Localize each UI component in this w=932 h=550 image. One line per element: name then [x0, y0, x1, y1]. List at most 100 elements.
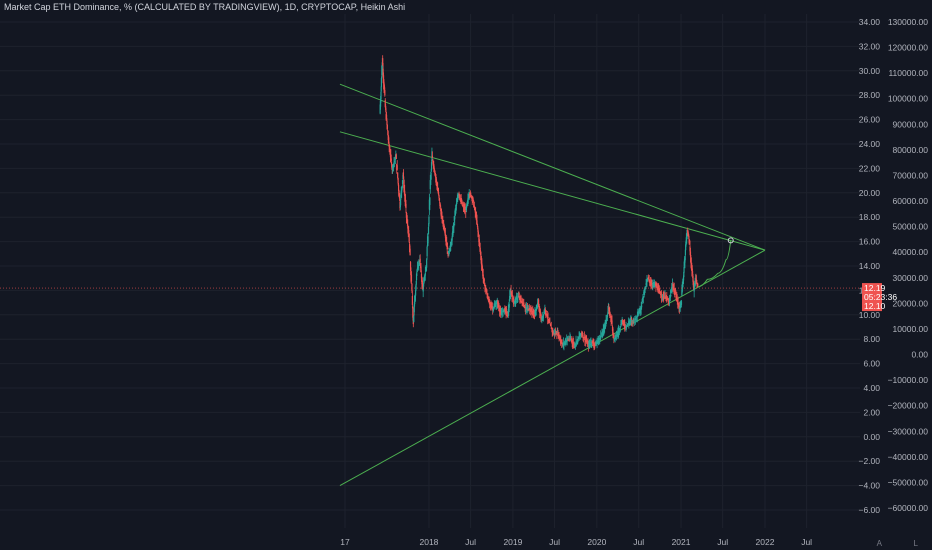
candle-body: [445, 239, 447, 243]
candle-body: [461, 202, 463, 205]
candle-body: [424, 272, 426, 276]
candle-body: [695, 279, 698, 282]
candle-body: [615, 334, 617, 336]
candle-body: [430, 177, 432, 185]
candle-body: [522, 303, 524, 305]
candle-body: [475, 215, 478, 219]
price-badge-box: [862, 283, 882, 312]
candle-body: [591, 342, 593, 344]
candle-body: [639, 310, 641, 312]
candle-body: [454, 209, 456, 214]
price-badge-value: 12.19: [864, 283, 886, 293]
log-scale-button[interactable]: L: [913, 539, 918, 548]
candle-body: [613, 334, 615, 338]
candle-body: [676, 298, 678, 300]
candle-body: [480, 256, 482, 261]
secondary-tick-label: −40000.00: [888, 452, 929, 462]
candle-body: [381, 65, 383, 76]
y-tick-label: −4.00: [858, 481, 880, 491]
candle-body: [612, 328, 614, 333]
candle-body: [503, 309, 505, 311]
candle-body: [654, 283, 657, 285]
candle-body: [570, 339, 572, 341]
candle-body: [561, 343, 563, 345]
candle-body: [424, 276, 426, 279]
candle-body: [666, 297, 668, 299]
candle-body: [529, 309, 532, 311]
candle-body: [684, 257, 686, 263]
candle-body: [533, 313, 535, 315]
candle-body: [393, 162, 395, 164]
candle-body: [460, 199, 462, 202]
candle-body: [610, 318, 613, 321]
candle-body: [682, 275, 685, 281]
candle-body: [644, 289, 646, 291]
candle-body: [688, 234, 690, 237]
candle-body: [586, 340, 588, 342]
candle-body: [447, 252, 449, 257]
candle-body: [427, 227, 430, 234]
secondary-tick-label: −10000.00: [888, 375, 929, 385]
x-tick-label: Jul: [801, 537, 812, 547]
candle-body: [583, 337, 586, 339]
candle-body: [392, 166, 394, 168]
candle-body: [663, 296, 665, 298]
candle-body: [383, 85, 385, 92]
candle-body: [379, 98, 382, 107]
candle-body: [580, 333, 582, 335]
candle-body: [557, 332, 559, 334]
candle-body: [677, 302, 679, 305]
secondary-tick-label: 120000.00: [888, 43, 928, 53]
candle-body: [422, 288, 424, 292]
candle-body: [562, 344, 564, 346]
candle-body: [412, 307, 414, 318]
candle-body: [664, 295, 666, 297]
candle-body: [609, 313, 611, 315]
candle-body: [625, 326, 628, 328]
candle-body: [391, 163, 393, 168]
candle-body: [426, 246, 428, 257]
candle-body: [484, 285, 486, 288]
candle-body: [660, 293, 662, 296]
candle-body: [626, 324, 629, 326]
candle-body: [421, 280, 423, 285]
candle-body: [605, 321, 607, 324]
candle-body: [422, 285, 424, 290]
candle-body: [622, 321, 625, 323]
candle-body: [469, 193, 472, 195]
candle-body: [461, 201, 463, 204]
candle-body: [482, 271, 484, 277]
candle-body: [602, 330, 604, 333]
candle-body: [425, 268, 427, 272]
candle-body: [464, 209, 466, 211]
candle-body: [541, 319, 543, 322]
candle-body: [646, 279, 649, 281]
candle-body: [595, 344, 597, 346]
auto-scale-button[interactable]: A: [876, 539, 882, 548]
candle-body: [466, 202, 468, 206]
candle-body: [652, 283, 654, 285]
candle-body: [686, 232, 688, 236]
candle-body: [413, 315, 415, 323]
x-tick-label: 2020: [587, 537, 606, 547]
candle-body: [506, 312, 509, 314]
candle-body: [493, 305, 496, 307]
candle-body: [641, 297, 644, 301]
candle-body: [500, 314, 502, 315]
candle-body: [632, 320, 635, 322]
y-tick-label: 24.00: [859, 139, 881, 149]
candle-body: [655, 285, 657, 287]
candle-body: [594, 343, 596, 345]
candle-body: [397, 184, 400, 191]
secondary-y-axis: 130000.00 120000.00 110000.00 100000.00 9000…: [888, 17, 929, 513]
secondary-tick-label: 100000.00: [888, 94, 928, 104]
candle-body: [558, 335, 560, 337]
candle-body: [505, 311, 507, 313]
candle-body: [546, 313, 548, 316]
candle-body: [501, 313, 503, 315]
y-tick-label: 4.00: [863, 383, 880, 393]
candle-body: [498, 305, 500, 308]
candle-body: [614, 336, 616, 338]
candle-body: [608, 307, 610, 310]
